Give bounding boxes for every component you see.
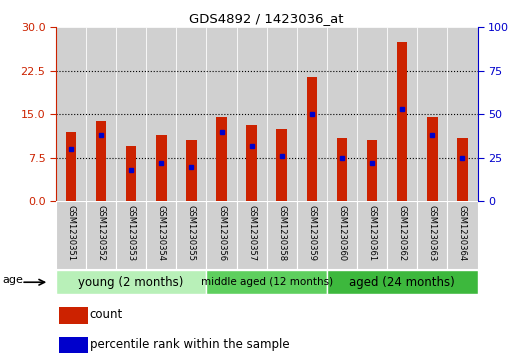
Bar [206,201,237,269]
Bar [237,27,267,201]
Text: middle aged (12 months): middle aged (12 months) [201,277,333,287]
Text: percentile rank within the sample: percentile rank within the sample [90,338,290,351]
Bar [307,77,317,201]
Text: GSM1230351: GSM1230351 [67,205,76,261]
Bar [86,201,116,269]
Bar [327,201,357,269]
Bar [58,307,88,323]
Bar [126,146,137,201]
Text: young (2 months): young (2 months) [78,276,184,289]
Bar [156,135,167,201]
Bar [246,125,257,201]
Bar [56,201,86,269]
Bar [116,201,146,269]
Text: GSM1230360: GSM1230360 [337,205,346,261]
Bar [58,337,88,353]
Bar [176,27,206,201]
Bar [56,27,86,201]
Bar [367,140,377,201]
Bar [327,270,478,294]
Bar [146,201,176,269]
Text: GSM1230364: GSM1230364 [458,205,467,261]
Text: GSM1230352: GSM1230352 [97,205,106,261]
Text: GSM1230357: GSM1230357 [247,205,256,261]
Bar [387,27,417,201]
Text: GSM1230355: GSM1230355 [187,205,196,261]
Bar [276,129,287,201]
Bar [357,201,387,269]
Bar [96,121,106,201]
Bar [216,117,227,201]
Bar [327,27,357,201]
Bar [417,201,448,269]
Text: GSM1230353: GSM1230353 [126,205,136,261]
Text: GSM1230363: GSM1230363 [428,205,437,261]
Bar [267,201,297,269]
Bar [357,27,387,201]
Bar [417,27,448,201]
Bar [66,132,76,201]
Bar [176,201,206,269]
Bar [297,201,327,269]
Bar [206,27,237,201]
Bar [267,27,297,201]
Bar [297,27,327,201]
Text: GSM1230359: GSM1230359 [307,205,316,261]
Text: GSM1230362: GSM1230362 [398,205,407,261]
Bar [448,27,478,201]
Bar [56,270,206,294]
Bar [206,270,327,294]
Text: count: count [90,309,123,322]
Bar [448,201,478,269]
Bar [427,117,437,201]
Bar [387,201,417,269]
Text: GSM1230361: GSM1230361 [368,205,376,261]
Bar [237,201,267,269]
Bar [186,140,197,201]
Bar [397,42,407,201]
Bar [86,27,116,201]
Text: GSM1230356: GSM1230356 [217,205,226,261]
Text: age: age [3,275,24,285]
Title: GDS4892 / 1423036_at: GDS4892 / 1423036_at [189,12,344,25]
Text: GSM1230358: GSM1230358 [277,205,287,261]
Text: aged (24 months): aged (24 months) [350,276,455,289]
Bar [146,27,176,201]
Bar [457,138,468,201]
Bar [337,138,347,201]
Bar [116,27,146,201]
Text: GSM1230354: GSM1230354 [157,205,166,261]
